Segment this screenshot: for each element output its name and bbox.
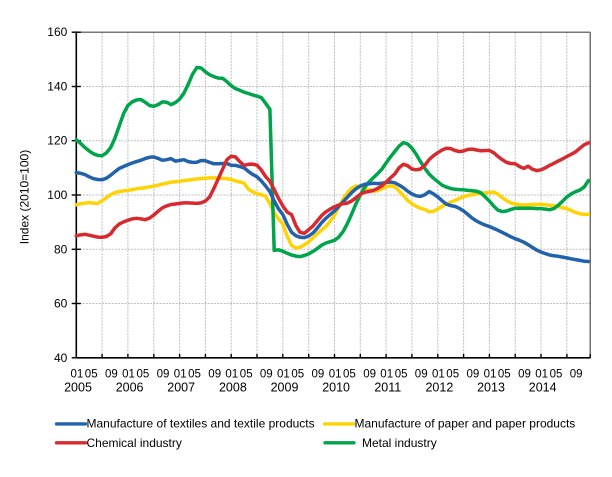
svg-text:05: 05 — [395, 369, 408, 381]
svg-text:40: 40 — [54, 351, 68, 365]
svg-text:Manufacture of paper and paper: Manufacture of paper and paper products — [355, 417, 576, 431]
svg-text:05: 05 — [550, 369, 563, 381]
svg-text:01: 01 — [380, 369, 393, 381]
svg-text:01: 01 — [122, 369, 135, 381]
svg-text:2010: 2010 — [322, 381, 350, 395]
svg-text:09: 09 — [363, 369, 376, 381]
svg-text:09: 09 — [518, 369, 531, 381]
svg-text:2011: 2011 — [374, 381, 401, 395]
svg-text:05: 05 — [498, 369, 511, 381]
svg-text:Metal industry: Metal industry — [362, 436, 437, 450]
svg-text:2014: 2014 — [529, 381, 557, 395]
svg-text:2012: 2012 — [425, 381, 453, 395]
svg-text:160: 160 — [47, 25, 67, 39]
svg-text:05: 05 — [137, 369, 150, 381]
svg-text:01: 01 — [432, 369, 445, 381]
svg-text:60: 60 — [54, 297, 68, 311]
svg-text:09: 09 — [157, 369, 170, 381]
svg-text:120: 120 — [47, 134, 67, 148]
svg-text:09: 09 — [105, 369, 118, 381]
svg-text:100: 100 — [47, 188, 67, 202]
svg-text:Manufacture of textiles and te: Manufacture of textiles and textile prod… — [87, 417, 315, 431]
svg-text:01: 01 — [484, 369, 497, 381]
svg-text:05: 05 — [188, 369, 201, 381]
svg-text:09: 09 — [312, 369, 325, 381]
svg-text:09: 09 — [415, 369, 428, 381]
svg-text:2007: 2007 — [167, 381, 195, 395]
svg-text:Index (2010=100): Index (2010=100) — [18, 150, 32, 244]
svg-text:09: 09 — [260, 369, 273, 381]
svg-text:01: 01 — [535, 369, 548, 381]
svg-text:140: 140 — [47, 80, 67, 94]
svg-text:2009: 2009 — [271, 381, 299, 395]
svg-text:80: 80 — [54, 242, 68, 256]
svg-text:05: 05 — [446, 369, 459, 381]
svg-text:Chemical industry: Chemical industry — [87, 436, 182, 450]
svg-text:2006: 2006 — [116, 381, 144, 395]
svg-text:09: 09 — [570, 369, 583, 381]
svg-text:05: 05 — [343, 369, 356, 381]
svg-text:01: 01 — [329, 369, 342, 381]
svg-text:09: 09 — [467, 369, 480, 381]
svg-text:2013: 2013 — [477, 381, 505, 395]
svg-text:05: 05 — [85, 369, 98, 381]
svg-text:2005: 2005 — [64, 381, 92, 395]
svg-text:05: 05 — [240, 369, 253, 381]
svg-text:05: 05 — [291, 369, 304, 381]
svg-text:09: 09 — [208, 369, 221, 381]
svg-text:01: 01 — [277, 369, 290, 381]
svg-text:01: 01 — [225, 369, 238, 381]
svg-text:2008: 2008 — [219, 381, 247, 395]
svg-text:01: 01 — [71, 369, 84, 381]
svg-text:01: 01 — [174, 369, 187, 381]
